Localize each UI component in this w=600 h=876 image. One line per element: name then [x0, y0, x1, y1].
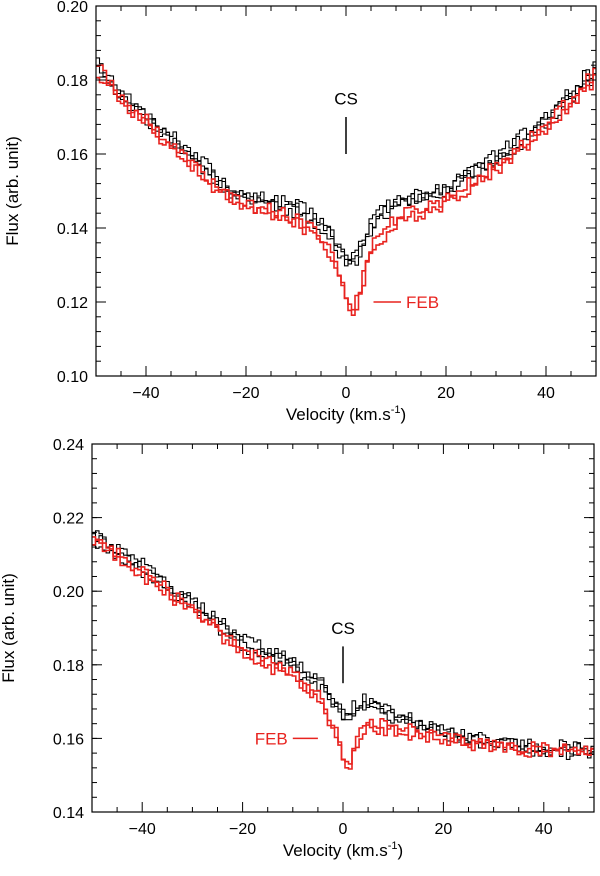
- y-tick-label: 0.14: [53, 805, 84, 822]
- y-axis-label: Flux (arb. unit): [0, 573, 18, 683]
- x-axis-label-sup: -1: [388, 840, 398, 852]
- y-tick-label: 0.22: [53, 511, 84, 528]
- x-tick-label: 40: [535, 821, 553, 838]
- y-tick-label: 0.16: [53, 731, 84, 748]
- y-tick-label: 0.12: [57, 295, 88, 312]
- y-tick-label: 0.18: [53, 658, 84, 675]
- x-axis-label-main: Velocity (km.s: [283, 841, 388, 860]
- y-tick-label: 0.14: [57, 221, 88, 238]
- y-tick-label: 0.18: [57, 73, 88, 90]
- x-axis-label-suffix: ): [400, 405, 406, 424]
- series-FEB-2: [92, 539, 594, 770]
- cs-label: CS: [334, 90, 358, 109]
- series-group: [96, 57, 596, 316]
- plot-frame: [95, 5, 597, 377]
- x-tick-label: 0: [342, 385, 351, 402]
- y-tick-label: 0.20: [57, 0, 88, 16]
- feb-label: FEB: [406, 293, 439, 312]
- x-tick-label: 40: [537, 385, 555, 402]
- x-axis-label-suffix: ): [397, 841, 403, 860]
- x-tick-label: 0: [339, 821, 348, 838]
- bottom-panel: −40 −20 0 20 40 0.14 0.16 0.18 0.20 0.22 0.24 Veloc…: [0, 437, 595, 860]
- x-axis-label-sup: -1: [391, 404, 401, 416]
- x-tick-label: −20: [232, 385, 259, 402]
- x-axis-label-main: Velocity (km.s: [286, 405, 391, 424]
- cs-label: CS: [331, 619, 355, 638]
- top-panel: −40 −20 0 20 40 0.10 0.12 0.14 0.16 0.18 0.20 Veloc…: [3, 0, 597, 424]
- x-tick-label: −20: [229, 821, 256, 838]
- series-FEB-2: [96, 74, 596, 316]
- y-tick-label: 0.20: [53, 584, 84, 601]
- y-tick-label: 0.16: [57, 147, 88, 164]
- x-tick-label: −40: [132, 385, 159, 402]
- y-tick-label: 0.10: [57, 369, 88, 386]
- series-spectrum-1: [92, 530, 594, 756]
- x-axis-label: Velocity (km.s-1): [283, 840, 403, 860]
- x-tick-label: −40: [129, 821, 156, 838]
- feb-label: FEB: [255, 729, 288, 748]
- y-axis-label: Flux (arb. unit): [3, 136, 22, 246]
- x-tick-label: 20: [437, 385, 455, 402]
- x-tick-label: 20: [435, 821, 453, 838]
- y-tick-label: 0.24: [53, 437, 84, 454]
- series-spectrum-3: [96, 57, 596, 267]
- x-axis-label: Velocity (km.s-1): [286, 404, 406, 424]
- series-group: [92, 530, 594, 770]
